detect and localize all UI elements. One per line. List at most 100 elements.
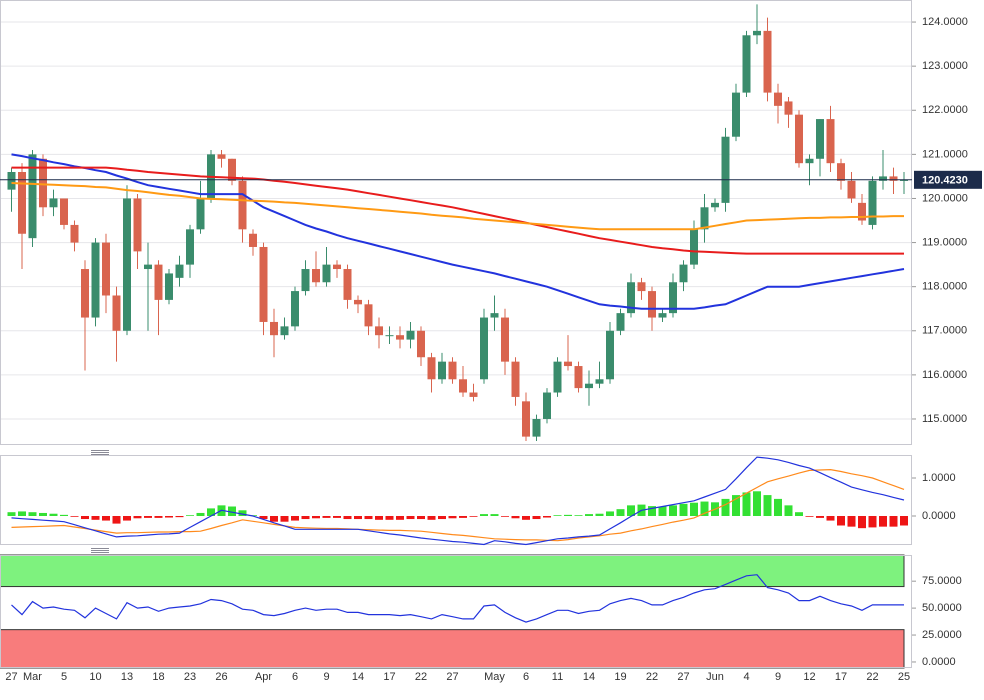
histogram-bar [438,516,446,520]
histogram-bar [858,516,866,529]
y-tick-label: 50.0000 [922,602,962,614]
panel-frame [0,455,912,545]
candle-body [385,335,394,337]
candle-body [312,269,320,283]
x-tick-label: 18 [152,671,164,683]
histogram-bar [123,516,131,521]
y-tick-label: 0.0000 [922,510,956,522]
y-tick-label: 115.0000 [922,413,967,425]
x-tick-label: Mar [23,671,42,683]
y-tick-label: 124.0000 [922,16,968,28]
candle-body [354,299,362,305]
histogram-bar [574,515,583,517]
candle-body [784,101,793,115]
panel-frame [0,555,912,668]
last-price-box [914,170,982,189]
candle-body [690,229,698,265]
histogram-bar [501,516,509,517]
moving-average [11,153,905,310]
candle-body [564,361,572,367]
histogram-bar [238,510,247,517]
histogram-bar [564,514,572,517]
candle-body [900,179,908,181]
histogram-bar [39,512,47,517]
histogram-bar [795,512,803,517]
histogram-bar [490,514,499,517]
histogram-bar [175,516,184,518]
candle-body [60,198,68,225]
x-tick-label: 27 [677,671,689,683]
candle-body [280,326,289,336]
y-tick-label: 119.0000 [922,236,967,248]
candle-body [427,357,436,380]
histogram-bar [7,512,16,517]
candle-body [123,198,131,331]
candle-body [816,119,824,159]
candle-body [627,282,635,314]
histogram-bar [196,512,205,517]
candle-body [522,401,530,437]
x-tick-label: 5 [61,671,67,683]
histogram-bar [102,516,110,521]
x-tick-label: 9 [323,671,329,683]
histogram-bar [18,511,26,517]
candle-body [511,361,520,397]
histogram-bar [81,516,89,520]
histogram-bar [133,516,142,519]
moving-average [11,182,904,231]
overbought-zone [0,554,905,588]
x-tick-label: 6 [292,671,298,683]
candle-body [669,282,677,314]
candle-body [70,224,79,243]
candle-body [648,291,656,318]
candle-body [438,361,446,380]
x-tick-label: 27 [446,671,458,683]
candle-body [448,361,457,380]
x-tick-label: 12 [803,671,815,683]
candle-body [186,229,194,265]
histogram-bar [585,514,593,517]
histogram-bar [837,516,845,526]
y-tick-label: 117.0000 [922,325,967,337]
candle-body [543,392,551,419]
candle-body [879,176,887,181]
histogram-bar [165,516,173,518]
histogram-bar [60,514,68,517]
histogram-bar [427,516,436,520]
histogram-bar [721,498,730,517]
candle-body [532,418,541,437]
candle-body [753,30,761,36]
histogram-bar [270,516,278,522]
candle-body [637,282,646,292]
oversold-zone [0,629,905,669]
histogram-bar [406,516,415,520]
x-tick-label: 25 [898,671,910,683]
histogram-bar [291,516,299,521]
candle-body [301,269,310,292]
x-tick-label: 22 [415,671,427,683]
candle-body [889,176,898,181]
candle-body [490,313,499,318]
candle-body [196,198,205,230]
candle-body [175,264,184,278]
histogram-bar [847,516,856,527]
histogram-bar [469,516,478,517]
candle-body [165,273,173,300]
x-tick-label: 22 [646,671,658,683]
x-tick-label: Apr [255,671,272,683]
candle-body [259,246,268,322]
histogram-bar [343,516,352,520]
histogram-bar [658,506,667,517]
x-tick-label: 13 [121,671,133,683]
x-tick-label: 14 [583,671,595,683]
histogram-bar [805,516,814,517]
y-tick-label: 118.0000 [922,281,967,293]
histogram-bar [322,516,331,518]
candle-body [574,366,583,389]
candle-body [417,330,425,358]
x-tick-label: 6 [523,671,529,683]
histogram-bar [774,498,782,517]
candle-body [774,92,782,106]
histogram-bar [280,516,289,522]
